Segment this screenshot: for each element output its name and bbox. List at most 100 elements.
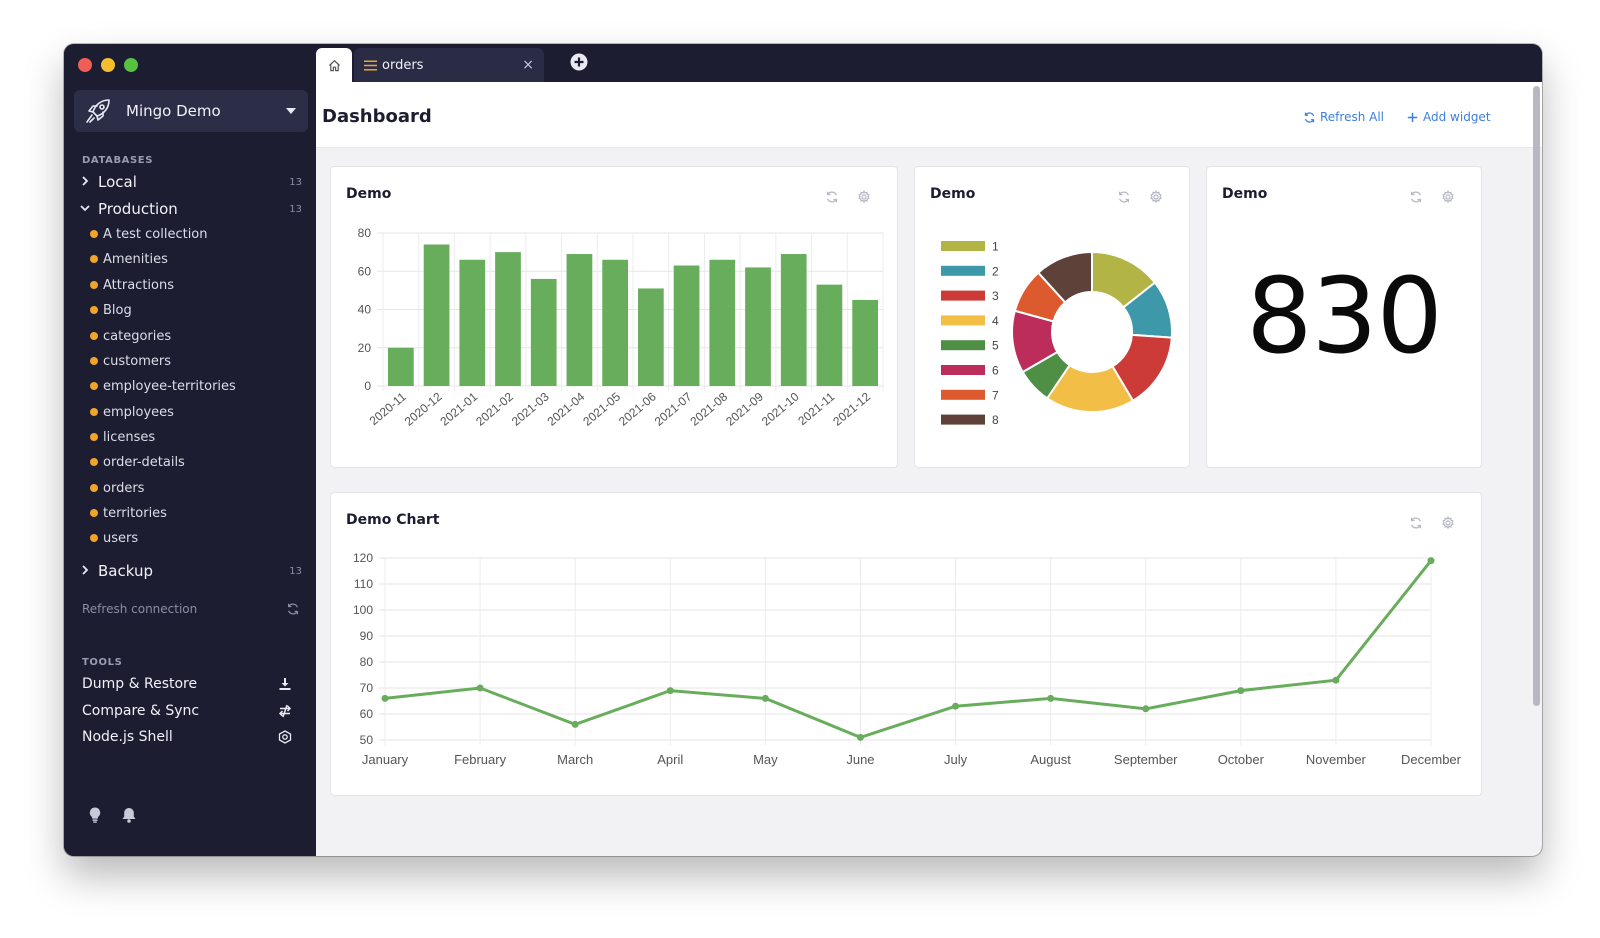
x-tick-label: May [753, 752, 778, 767]
maximize-window-button[interactable] [124, 58, 138, 72]
legend-swatch [941, 365, 985, 375]
x-tick-label: 2021-03 [509, 389, 552, 428]
bar [423, 244, 450, 386]
collection-dot-icon [90, 534, 98, 542]
y-tick-label: 80 [358, 226, 372, 240]
legend-swatch [941, 290, 985, 301]
gear-icon[interactable] [1441, 516, 1455, 530]
collection-label: users [103, 530, 139, 546]
vertical-scrollbar[interactable] [1533, 86, 1540, 706]
databases-section-label: DATABASES [82, 155, 154, 166]
refresh-all-label: Refresh All [1320, 110, 1385, 124]
collection-item[interactable]: A test collection [90, 224, 208, 244]
tab-orders[interactable]: orders × [354, 48, 544, 82]
legend-label: 7 [992, 388, 999, 402]
donut-slice [1036, 250, 1093, 304]
pie-chart-widget: Demo 1 2 3 4 5 6 7 8 [914, 166, 1190, 468]
refresh-icon[interactable] [825, 190, 839, 204]
x-tick-label: 2021-11 [795, 389, 837, 428]
chevron-right-icon [80, 564, 94, 578]
widget-actions [1409, 190, 1455, 204]
collection-item[interactable]: Attractions [90, 275, 174, 295]
compare-arrows-icon [278, 704, 292, 718]
widget-title: Demo [930, 186, 976, 202]
collection-label: Amenities [103, 251, 168, 267]
gear-icon[interactable] [857, 190, 871, 204]
chevron-down-icon [286, 108, 296, 114]
collection-dot-icon [90, 433, 98, 441]
gear-icon[interactable] [1441, 190, 1455, 204]
bar [673, 265, 700, 386]
x-tick-label: April [657, 752, 683, 767]
bar [816, 284, 843, 386]
y-tick-label: 40 [358, 303, 372, 317]
collection-label: employees [103, 404, 174, 420]
refresh-icon [1304, 111, 1315, 123]
collection-label: Attractions [103, 277, 174, 293]
collection-dot-icon [90, 332, 98, 340]
refresh-connection-button[interactable]: Refresh connection [82, 602, 300, 616]
tab-bar: orders × [316, 44, 1542, 82]
x-tick-label: 2021-05 [580, 389, 623, 428]
refresh-connection-label: Refresh connection [82, 602, 198, 616]
bar [638, 288, 664, 386]
collection-item[interactable]: Blog [90, 300, 132, 320]
add-tab-button[interactable] [570, 53, 588, 71]
collection-item[interactable]: licenses [90, 427, 155, 447]
database-production[interactable]: Production 13 [80, 198, 302, 220]
lightbulb-icon[interactable] [86, 806, 104, 824]
bar-chart: 0204060802020-112020-122021-012021-02202… [358, 226, 884, 429]
chevron-down-icon [80, 203, 94, 216]
collection-dot-icon [90, 509, 98, 517]
database-label: Backup [98, 562, 153, 580]
add-widget-button[interactable]: Add widget [1406, 110, 1491, 124]
collection-item[interactable]: Amenities [90, 249, 168, 269]
legend-swatch [941, 315, 985, 326]
refresh-icon[interactable] [1117, 190, 1131, 204]
collection-label: order-details [103, 454, 185, 470]
legend-swatch [941, 389, 985, 400]
refresh-icon[interactable] [1409, 516, 1423, 530]
refresh-icon[interactable] [1409, 190, 1423, 204]
x-tick-label: March [557, 752, 593, 767]
refresh-icon [288, 603, 298, 615]
number-widget: Demo 830 [1206, 166, 1482, 468]
minimize-window-button[interactable] [101, 58, 115, 72]
x-tick-label: 2021-10 [759, 389, 802, 428]
collection-item[interactable]: territories [90, 503, 167, 523]
big-number-value: 830 [1246, 255, 1443, 377]
connection-selector[interactable]: Mingo Demo [74, 90, 308, 132]
collection-item[interactable]: employee-territories [90, 376, 236, 396]
database-backup[interactable]: Backup 13 [80, 560, 302, 582]
dump-restore-tool[interactable]: Dump & Restore [82, 673, 292, 695]
database-local[interactable]: Local 13 [80, 171, 302, 193]
y-tick-label: 90 [360, 629, 374, 643]
close-tab-icon[interactable]: × [522, 57, 534, 73]
x-tick-label: January [362, 752, 409, 767]
collection-item[interactable]: order-details [90, 452, 185, 472]
tool-label: Node.js Shell [82, 729, 173, 745]
dashboard-content: Dashboard Refresh All Add widget Demo [316, 82, 1542, 856]
data-point [666, 687, 674, 695]
bar [388, 347, 414, 386]
nodejs-shell-tool[interactable]: Node.js Shell [82, 726, 292, 748]
tab-home[interactable] [316, 48, 352, 82]
collection-dot-icon [90, 484, 98, 492]
collection-item[interactable]: orders [90, 478, 144, 498]
sidebar-footer [86, 806, 138, 824]
refresh-all-button[interactable]: Refresh All [1303, 110, 1384, 124]
x-tick-label: 2021-04 [545, 389, 588, 428]
bar [566, 254, 593, 386]
bar-chart-widget: Demo 0 20 40 60 80 2020-11 2020-12 2021-01 2021-… [330, 166, 898, 468]
collection-item[interactable]: customers [90, 351, 171, 371]
collection-item[interactable]: employees [90, 402, 174, 422]
page-title: Dashboard [322, 106, 432, 127]
collection-item[interactable]: categories [90, 326, 171, 346]
data-point [1237, 687, 1245, 695]
close-window-button[interactable] [78, 58, 92, 72]
gear-icon[interactable] [1149, 190, 1163, 204]
database-count: 13 [289, 565, 302, 577]
compare-sync-tool[interactable]: Compare & Sync [82, 700, 292, 722]
bell-icon[interactable] [120, 806, 138, 824]
collection-item[interactable]: users [90, 528, 138, 548]
